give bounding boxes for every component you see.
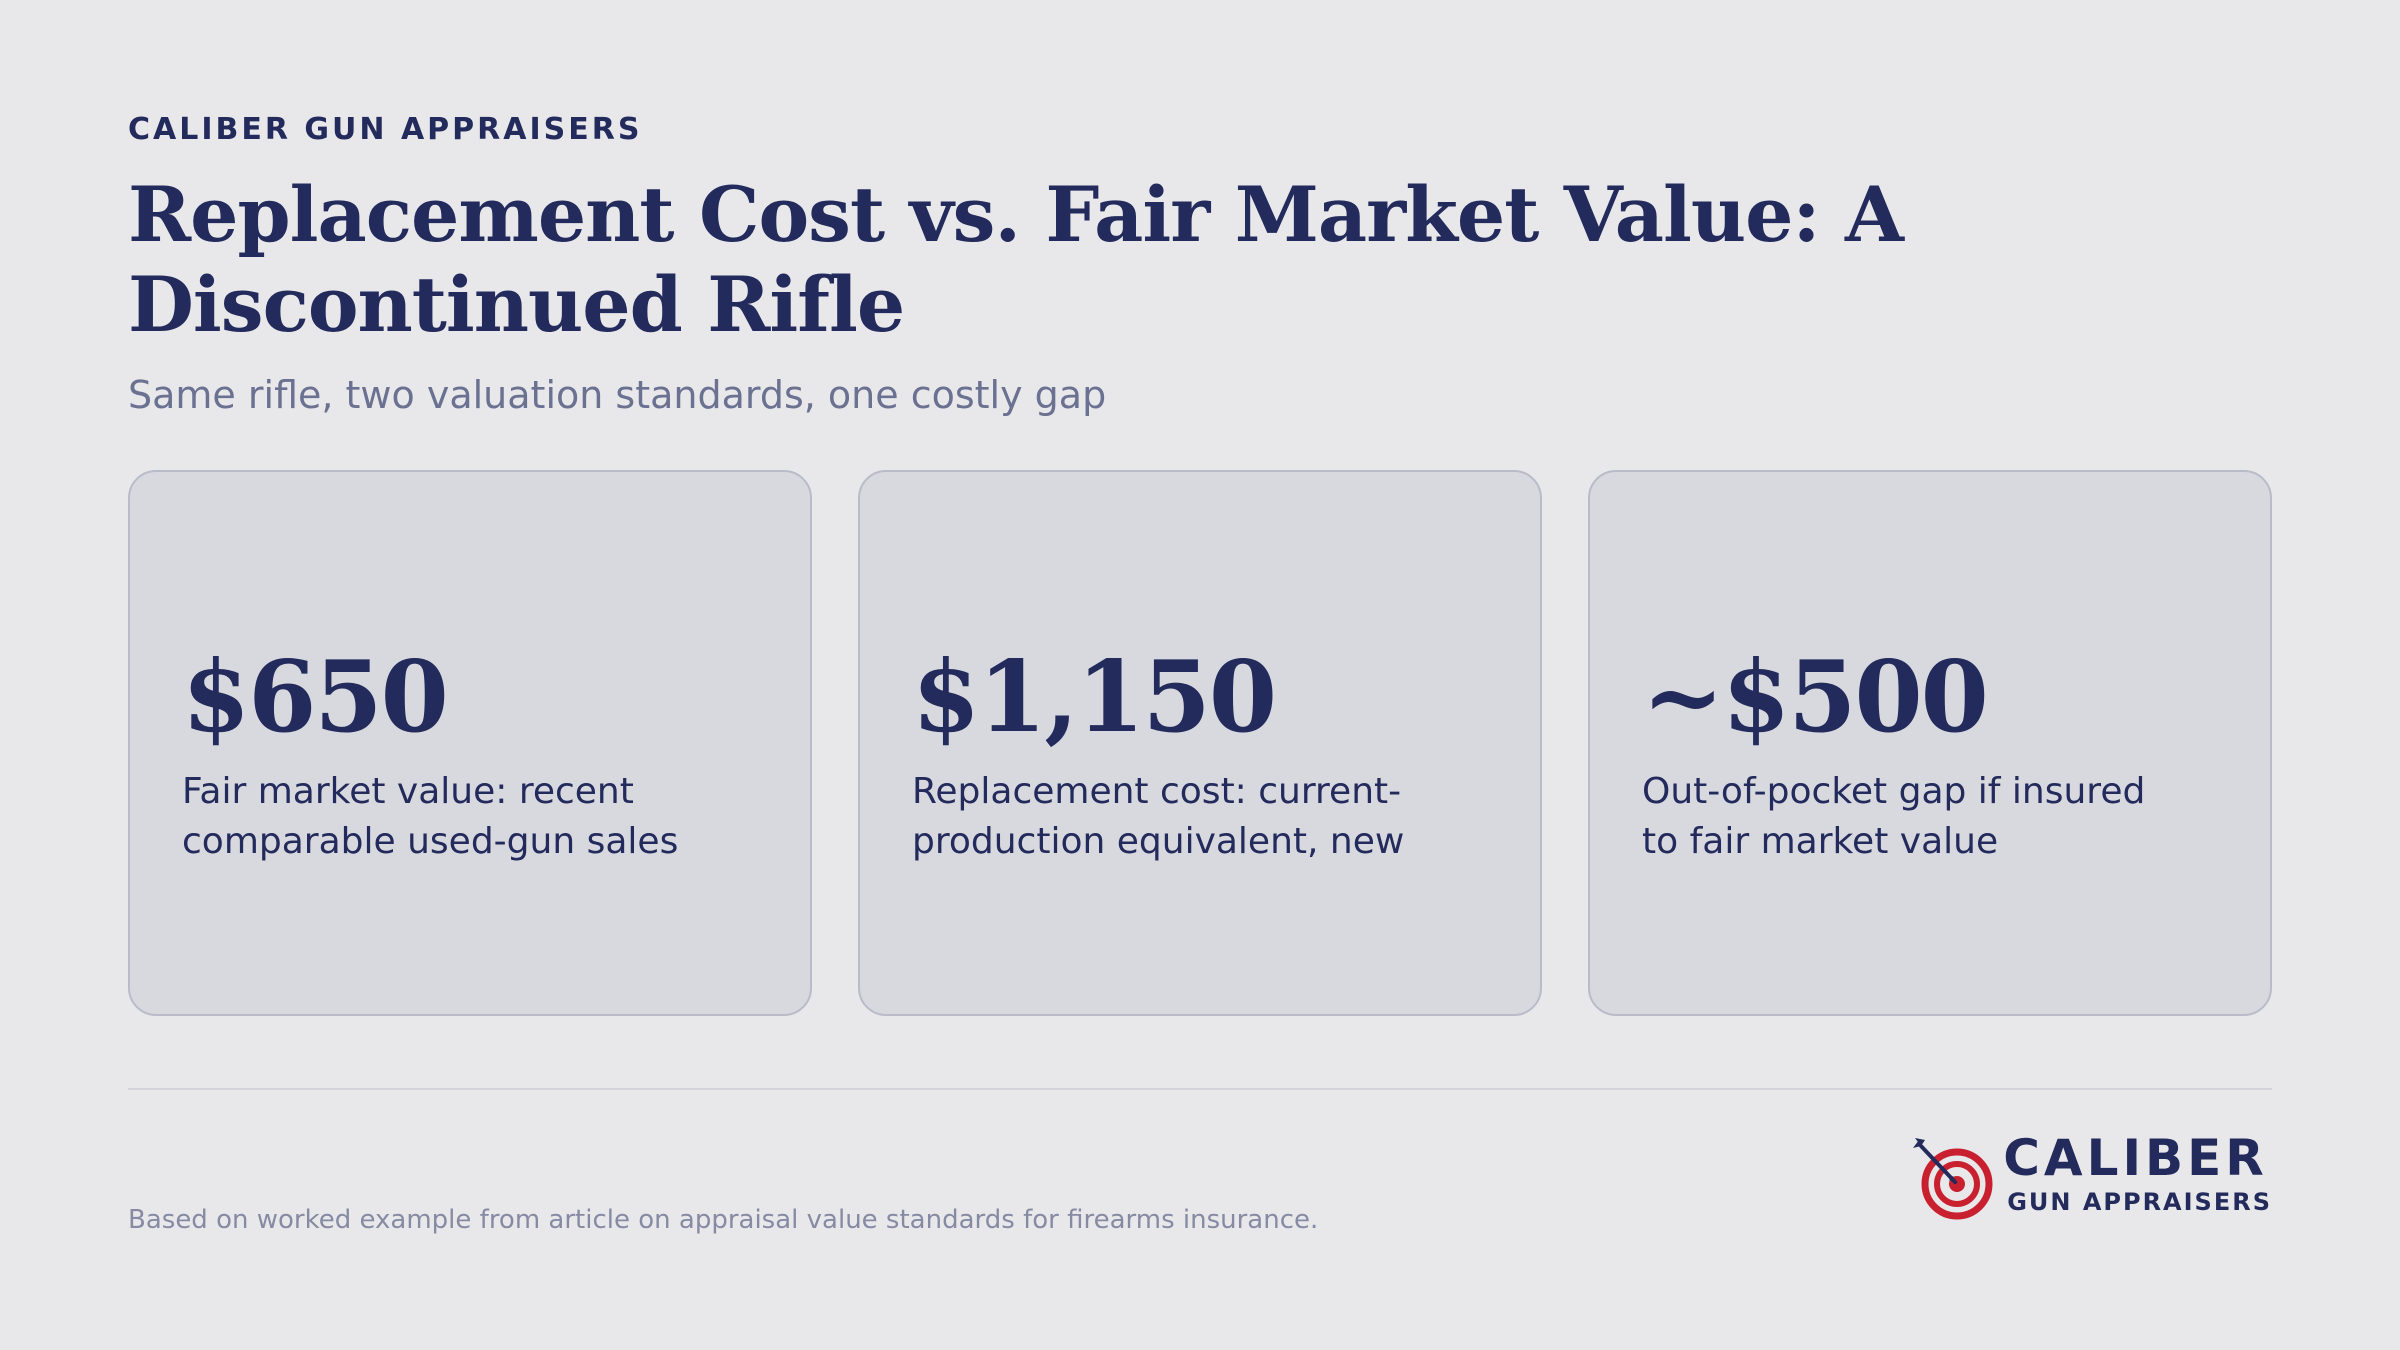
target-arrow-icon (1913, 1138, 1993, 1220)
source-footnote: Based on worked example from article on … (128, 1205, 1319, 1235)
page-subtitle: Same rifle, two valuation standards, one… (128, 373, 1107, 417)
stat-value: $650 (182, 640, 449, 755)
stat-description: Replacement cost: current-production equ… (912, 771, 1405, 862)
footer-divider (128, 1088, 2272, 1090)
logo-tagline: GUN APPRAISERS (2007, 1188, 2272, 1216)
stat-card-gap: ~$500 Out-of-pocket gap if insured to fa… (1588, 470, 2272, 1016)
stat-description: Fair market value: recent comparable use… (182, 771, 679, 862)
brand-eyebrow: CALIBER GUN APPRAISERS (128, 112, 643, 147)
logo-wordmark: CALIBER GUN APPRAISERS (2003, 1131, 2272, 1219)
logo-name: CALIBER (2003, 1129, 2268, 1187)
stat-card-replacement-cost: $1,150 Replacement cost: current-product… (858, 470, 1542, 1016)
page-title: Replacement Cost vs. Fair Market Value: … (128, 170, 1904, 349)
stat-value: ~$500 (1642, 640, 1989, 755)
stat-description: Out-of-pocket gap if insured to fair mar… (1642, 771, 2146, 862)
stat-value: $1,150 (912, 640, 1277, 755)
stat-cards: $650 Fair market value: recent comparabl… (128, 470, 2272, 1016)
stat-card-fair-market-value: $650 Fair market value: recent comparabl… (128, 470, 812, 1016)
caliber-logo: CALIBER GUN APPRAISERS (1911, 1130, 2272, 1220)
